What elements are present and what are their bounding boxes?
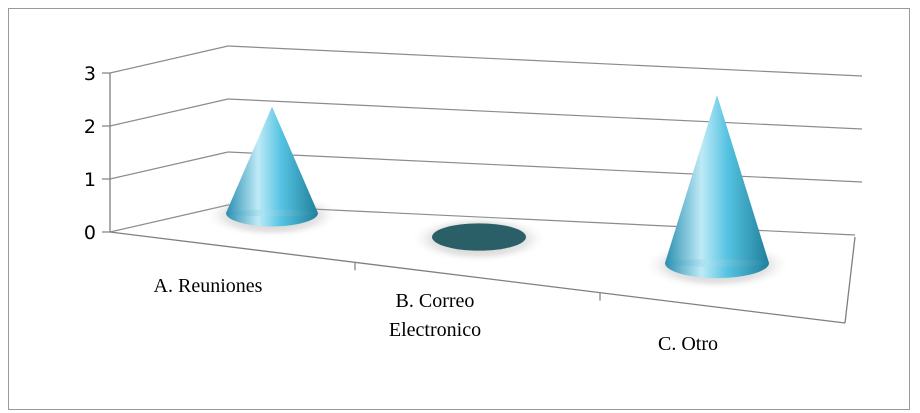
x-axis-line — [109, 231, 846, 324]
cone-zero-base — [432, 223, 526, 251]
category-label: A. Reuniones — [154, 275, 263, 297]
side-gridline — [109, 45, 229, 74]
back-gridline — [227, 45, 863, 77]
category-labels: A. Reuniones B. Correo Electronico C. Otro — [154, 275, 718, 355]
cones — [204, 95, 791, 291]
cone-bar — [226, 106, 318, 227]
category-label: B. Correo — [396, 290, 475, 312]
category-label: Electronico — [389, 319, 481, 341]
cone-bar — [665, 95, 769, 279]
back-gridline — [227, 151, 863, 183]
y-tick-label: 2 — [84, 116, 96, 138]
y-tick-label: 3 — [84, 63, 96, 85]
y-tick-labels: 0 1 2 3 — [84, 63, 96, 244]
y-tick-label: 1 — [84, 169, 96, 191]
floor-right-edge — [844, 236, 856, 324]
category-label: C. Otro — [658, 333, 718, 355]
axes — [102, 72, 856, 324]
back-gridline — [227, 98, 863, 130]
cone-base-highlight — [226, 209, 318, 217]
chart-frame — [8, 8, 910, 410]
y-tick-label: 0 — [84, 222, 96, 244]
side-gridline — [109, 151, 229, 180]
cone-base-highlight — [665, 259, 769, 267]
side-gridline — [109, 98, 229, 127]
